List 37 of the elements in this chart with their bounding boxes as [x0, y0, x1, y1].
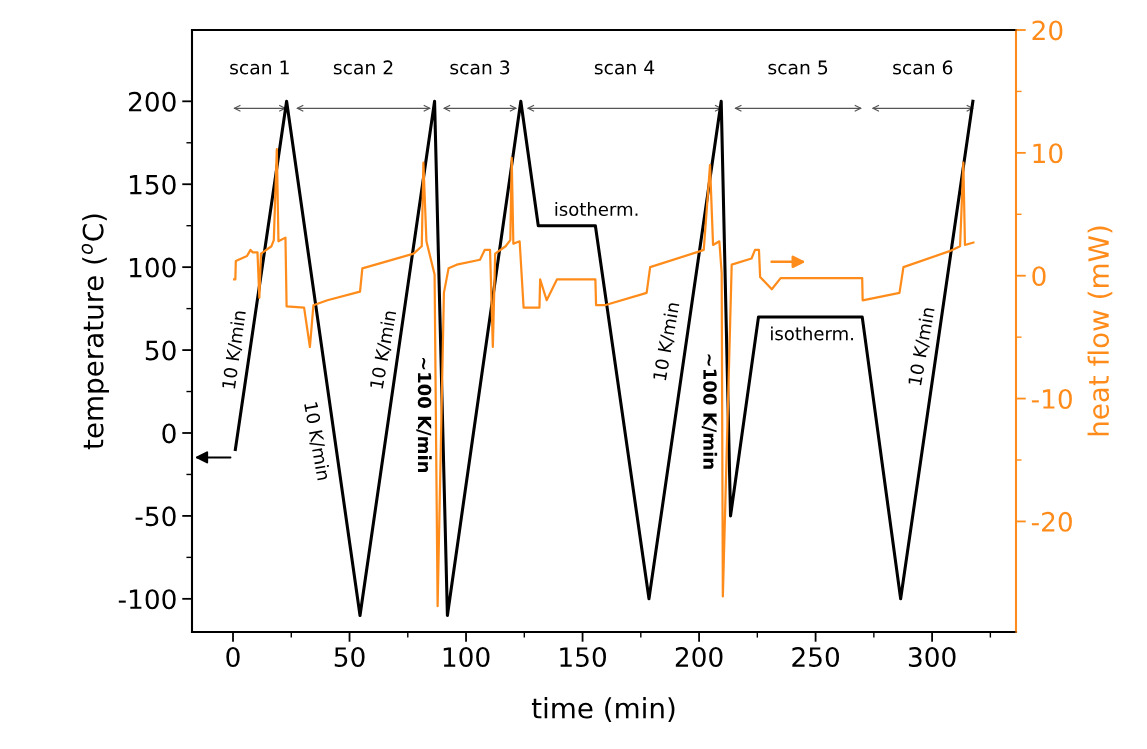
- y2-tick-label: 10: [1033, 143, 1063, 164]
- annotation: scan 3: [450, 60, 510, 75]
- annotation: isotherm.: [771, 326, 853, 341]
- annotation: ~100 K/min: [416, 357, 432, 473]
- y-tick-label: 150: [129, 174, 176, 195]
- y-tick-label: -100: [118, 589, 176, 610]
- annotation: scan 2: [333, 60, 393, 75]
- x-tick-label: 200: [675, 647, 723, 668]
- annotation: scan 4: [594, 60, 655, 75]
- x-tick-label: 0: [226, 647, 240, 668]
- y-tick-label: 50: [145, 340, 176, 361]
- annotation: isotherm.: [555, 202, 638, 217]
- annotation: 10 K/min: [907, 307, 937, 386]
- y2-tick-label: 20: [1032, 20, 1063, 41]
- y-tick-label: 200: [128, 91, 176, 112]
- x-tick-label: 250: [792, 647, 840, 668]
- annotation: 10 K/min: [302, 401, 332, 481]
- y-tick-label: -50: [135, 506, 176, 527]
- annotation: 10 K/min: [221, 310, 248, 389]
- y2-tick-label: -20: [1031, 511, 1072, 532]
- y2-axis-title: heat flow (mW): [1087, 226, 1113, 436]
- annotation: 10 K/min: [652, 302, 681, 381]
- y-axis-title: temperature ($^{o}$C): [81, 214, 109, 450]
- annotation: scan 5: [768, 60, 828, 75]
- annotation: scan 1: [230, 60, 289, 75]
- y-tick-label: 100: [129, 257, 176, 278]
- annotation: scan 6: [893, 60, 953, 75]
- x-tick-label: 50: [334, 647, 365, 668]
- x-tick-label: 100: [443, 647, 490, 668]
- x-tick-label: 150: [560, 647, 606, 668]
- x-tick-label: 300: [908, 647, 956, 668]
- annotation: 10 K/min: [369, 310, 398, 390]
- x-axis-title: time (min): [531, 697, 675, 722]
- annotation: ~100 K/min: [701, 354, 718, 469]
- y2-tick-label: 0: [1032, 266, 1046, 287]
- y-tick-label: 0: [162, 423, 176, 444]
- y2-tick-label: -10: [1031, 389, 1072, 409]
